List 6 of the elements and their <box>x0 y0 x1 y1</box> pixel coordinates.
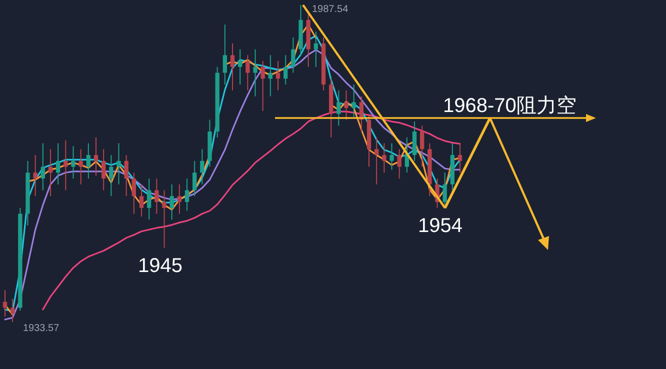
text: 1933.57 <box>23 323 60 334</box>
ref-line-label: 1968-70阻力空 <box>443 95 576 118</box>
ref-line: 1968-70阻力空 <box>275 95 588 119</box>
annotation: 1945 <box>138 255 182 277</box>
annotation: 1987.54 <box>312 4 349 15</box>
annotation: 1954 <box>418 215 462 237</box>
